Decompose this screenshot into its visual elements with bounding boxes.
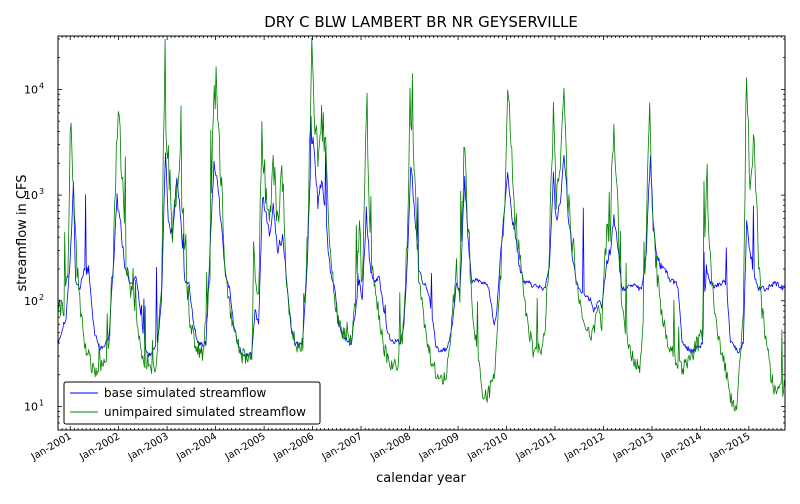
legend-label-unimpaired: unimpaired simulated streamflow: [104, 405, 306, 419]
legend-box: [63, 381, 321, 425]
y-tick-label: 10: [24, 295, 38, 308]
y-tick-base: 10: [24, 83, 38, 96]
y-tick-base: 10: [24, 401, 38, 414]
y-tick-exponent: 2: [39, 293, 44, 302]
chart-title: DRY C BLW LAMBERT BR NR GEYSERVILLE: [264, 13, 578, 31]
series-layer: [57, 37, 786, 412]
y-tick-label: 10: [24, 83, 38, 96]
series-line-unimpaired: [57, 37, 786, 412]
y-tick-exponent: 3: [39, 187, 44, 196]
y-tick-exponent: 1: [39, 399, 44, 408]
y-tick-exponent: 4: [39, 81, 44, 90]
legend-label-base: base simulated streamflow: [104, 386, 266, 400]
y-tick-base: 10: [24, 295, 38, 308]
x-axis-label: calendar year: [376, 471, 466, 486]
y-axis-label: streamflow in CFS: [15, 174, 30, 291]
y-tick-label: 10: [24, 401, 38, 414]
series-line-base: [57, 115, 786, 358]
legend: base simulated streamflow unimpaired sim…: [63, 381, 321, 425]
y-tick-base: 10: [24, 189, 38, 202]
y-tick-label: 10: [24, 189, 38, 202]
